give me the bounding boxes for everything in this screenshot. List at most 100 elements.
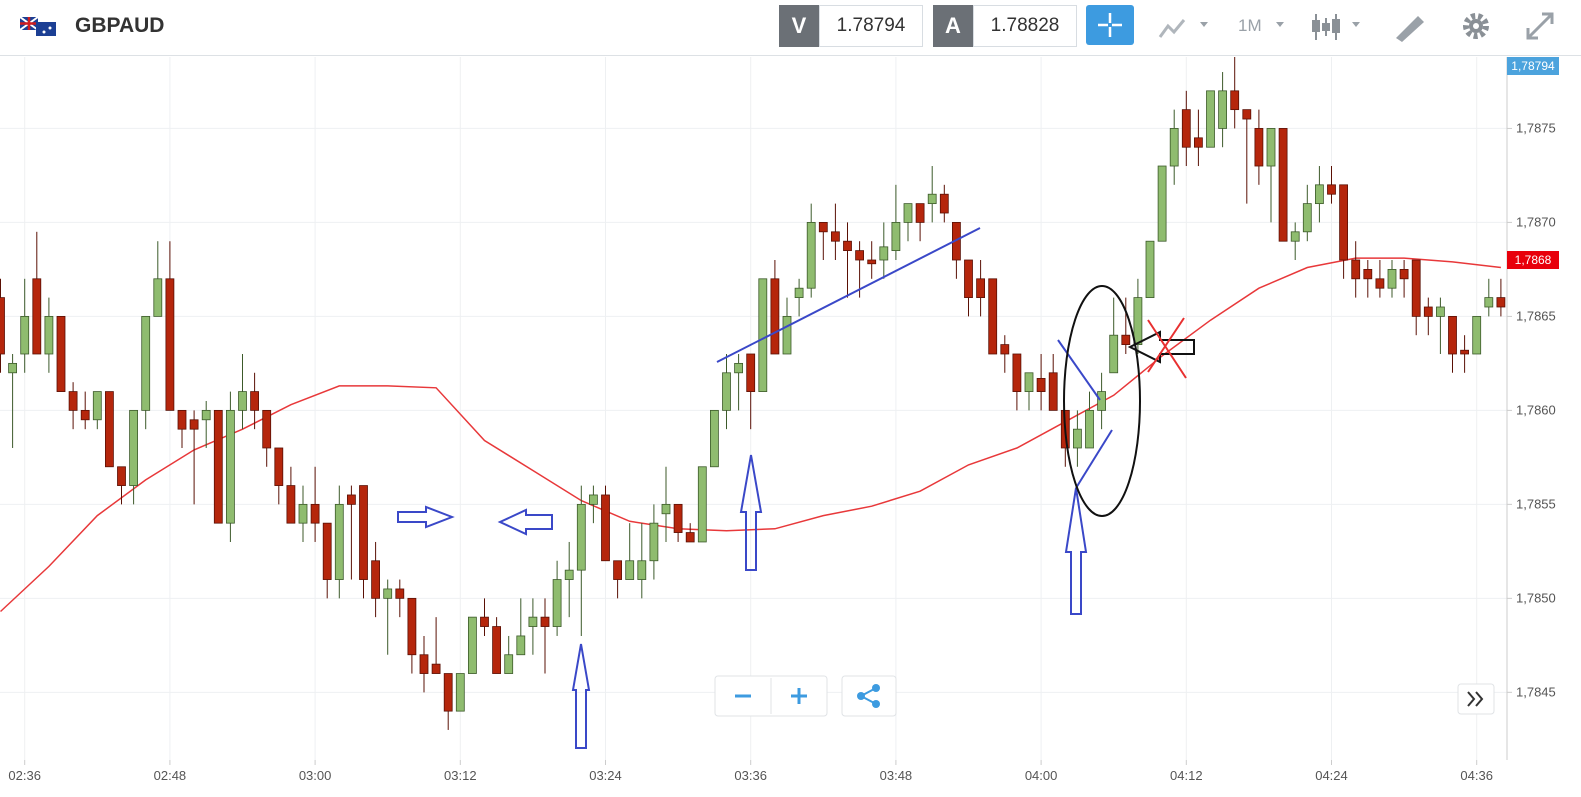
x-tick-label: 02:48 xyxy=(154,768,187,783)
candle-body xyxy=(68,391,78,411)
sell-price[interactable]: 1.78794 xyxy=(819,5,923,47)
candle-body xyxy=(1387,269,1397,289)
candle-body xyxy=(1399,269,1409,280)
candle-body xyxy=(1230,90,1240,111)
candle-body xyxy=(1448,315,1457,355)
candle-body xyxy=(564,569,574,580)
candle-body xyxy=(540,616,550,627)
candle-body xyxy=(129,409,139,486)
candle-body xyxy=(976,278,985,298)
fullscreen-button[interactable] xyxy=(1524,10,1556,42)
candle-body xyxy=(601,494,610,562)
candle-body xyxy=(480,616,489,627)
candle-body xyxy=(1278,128,1288,242)
y-tick-label: 1,7875 xyxy=(1516,120,1556,135)
buy-label[interactable]: A xyxy=(933,5,973,47)
candle-body xyxy=(1181,109,1191,148)
candle-body xyxy=(661,503,671,515)
candle-body xyxy=(1375,278,1385,289)
candle-body xyxy=(1496,297,1506,308)
candle-body xyxy=(0,297,5,355)
candle-body xyxy=(189,419,199,430)
candle-body xyxy=(1085,409,1094,449)
zoom-controls xyxy=(714,675,1495,717)
settings-button[interactable] xyxy=(1460,10,1492,42)
candle-body xyxy=(1351,259,1361,280)
candle-body xyxy=(891,222,901,252)
candle-body xyxy=(467,616,477,674)
cross-mark xyxy=(1147,317,1187,379)
candle-body xyxy=(225,409,235,524)
candle-body xyxy=(770,278,780,355)
buy-price[interactable]: 1.78828 xyxy=(973,5,1077,47)
x-tick-label: 04:12 xyxy=(1170,768,1203,783)
trend-line xyxy=(1057,339,1101,401)
candle-body xyxy=(1266,128,1276,167)
candle-body xyxy=(1000,344,1010,355)
draw-button[interactable] xyxy=(1392,12,1428,42)
candle-body xyxy=(238,391,247,411)
price-tag-label: 1,7868 xyxy=(1515,253,1552,267)
candle-body xyxy=(673,503,683,533)
candle-body xyxy=(625,560,635,580)
symbol: GBPAUD xyxy=(75,14,165,37)
zoom-in[interactable] xyxy=(791,688,807,704)
price-tag xyxy=(1507,57,1559,75)
candle-body xyxy=(165,278,175,411)
share-button[interactable] xyxy=(857,684,880,708)
y-tick-label: 1,7855 xyxy=(1516,496,1556,511)
candle-body xyxy=(419,654,429,674)
trend-line xyxy=(716,227,981,363)
candle-body xyxy=(298,503,308,524)
candle-body xyxy=(492,626,502,674)
scroll-end-button[interactable] xyxy=(1467,691,1484,707)
candle-body xyxy=(262,409,272,449)
candle-body xyxy=(1436,306,1445,317)
candle-body xyxy=(1121,334,1131,345)
candle-body xyxy=(746,353,756,392)
crosshair-button[interactable] xyxy=(1086,5,1134,45)
arrow-up xyxy=(571,643,591,749)
x-tick-label: 03:24 xyxy=(589,768,622,783)
candle-body xyxy=(455,673,465,712)
candle-body xyxy=(1254,128,1264,167)
y-tick-label: 1,7845 xyxy=(1516,684,1556,699)
caret xyxy=(1276,22,1284,27)
candle-body xyxy=(915,203,925,223)
candle-body xyxy=(855,250,864,261)
sell-label[interactable]: V xyxy=(779,5,819,47)
candle-body xyxy=(1194,137,1203,148)
candle-body xyxy=(153,278,163,317)
candle-body xyxy=(371,560,381,599)
candle-body xyxy=(1218,90,1227,129)
moving-average xyxy=(0,257,1501,613)
price-tag-label: 1,78794 xyxy=(1511,59,1555,73)
plot xyxy=(0,57,1506,730)
candle-body xyxy=(250,391,260,411)
candle-body xyxy=(1145,240,1155,298)
candle-body xyxy=(649,522,659,562)
candle-body xyxy=(939,193,949,214)
candle-body xyxy=(8,362,18,374)
candle-body xyxy=(286,485,296,524)
candle-body xyxy=(1472,315,1482,355)
candle-body xyxy=(552,579,562,627)
x-tick-label: 04:36 xyxy=(1460,768,1493,783)
chart-type-button[interactable] xyxy=(1158,12,1214,42)
candle-body xyxy=(117,466,126,486)
candle-body xyxy=(818,222,828,233)
candles-button[interactable] xyxy=(1310,10,1366,44)
candle-body xyxy=(722,372,731,411)
candle-body xyxy=(431,663,441,674)
x-tick-label: 04:00 xyxy=(1025,768,1058,783)
x-tick-label: 03:36 xyxy=(734,768,767,783)
arrow-up xyxy=(739,454,763,571)
candle-body xyxy=(1073,428,1082,449)
candle-body xyxy=(685,532,695,543)
timeframe[interactable]: 1M xyxy=(1238,16,1262,35)
candle-body xyxy=(1097,391,1106,411)
candle-body xyxy=(92,391,102,421)
y-tick-label: 1,7870 xyxy=(1516,214,1556,229)
candle-body xyxy=(1423,306,1433,317)
y-tick-label: 1,7865 xyxy=(1516,308,1556,323)
